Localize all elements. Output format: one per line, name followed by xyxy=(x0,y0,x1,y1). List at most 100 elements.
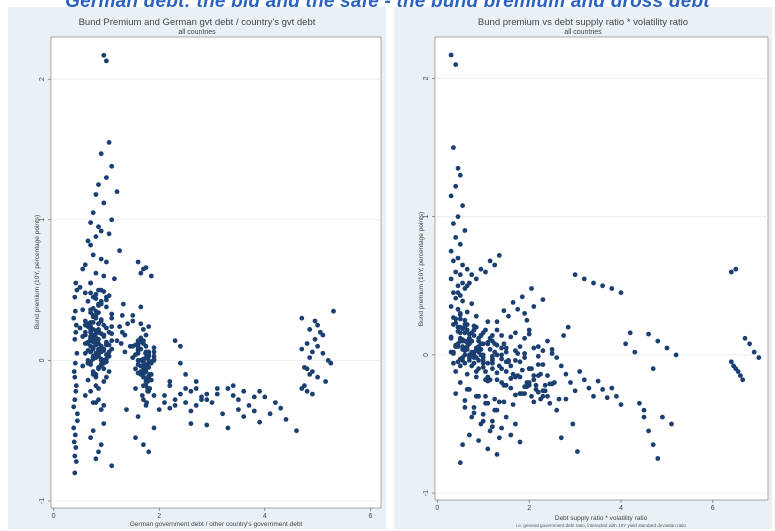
scatter-point xyxy=(540,362,546,367)
scatter-point xyxy=(257,388,262,394)
scatter-point xyxy=(462,398,468,403)
scatter-point xyxy=(93,383,99,389)
x-tick-label: 4 xyxy=(619,505,623,512)
scatter-point xyxy=(453,316,459,322)
scatter-point xyxy=(563,371,569,377)
scatter-point xyxy=(73,280,79,286)
scatter-point xyxy=(142,369,147,374)
scatter-point xyxy=(563,396,569,402)
scatter-point xyxy=(595,378,601,384)
scatter-point xyxy=(556,396,562,402)
scatter-point xyxy=(141,327,146,332)
scatter-point xyxy=(471,405,477,410)
scatter-point xyxy=(138,321,144,327)
scatter-point xyxy=(508,376,514,381)
scatter-point xyxy=(93,400,99,405)
scatter-point xyxy=(225,425,231,431)
scatter-point xyxy=(135,414,141,419)
scatter-point xyxy=(494,377,500,383)
scatter-point xyxy=(119,329,125,335)
scatter-point xyxy=(731,363,736,369)
scatter-point xyxy=(483,377,488,383)
scatter-point xyxy=(457,330,463,336)
scatter-point xyxy=(457,241,463,247)
scatter-point xyxy=(453,62,459,67)
x-axis-label: German government debt / other country's… xyxy=(130,521,303,528)
scatter-point xyxy=(448,52,454,58)
scatter-point xyxy=(85,339,91,345)
scatter-point xyxy=(141,397,146,403)
scatter-point xyxy=(451,322,456,327)
scatter-point xyxy=(490,353,495,359)
scatter-point xyxy=(494,407,500,413)
scatter-point xyxy=(106,140,112,145)
scatter-point xyxy=(183,372,189,377)
scatter-point xyxy=(464,266,470,272)
scatter-point xyxy=(74,287,80,293)
scatter-point xyxy=(109,217,115,223)
scatter-point xyxy=(609,385,615,391)
scatter-point xyxy=(85,298,91,304)
scatter-point xyxy=(320,350,326,356)
scatter-point xyxy=(542,382,548,388)
scatter-point xyxy=(637,400,642,406)
scatter-point xyxy=(230,393,236,398)
scatter-point xyxy=(88,220,93,226)
scatter-point xyxy=(519,294,525,300)
scatter-point xyxy=(72,453,78,459)
scatter-point xyxy=(457,380,463,385)
scatter-point xyxy=(529,393,534,399)
scatter-point xyxy=(199,397,204,403)
scatter-point xyxy=(72,294,78,300)
chart-subtitle: all countries xyxy=(178,29,216,36)
scatter-point xyxy=(747,341,752,347)
plot-area xyxy=(434,36,769,501)
scatter-point xyxy=(453,369,459,374)
scatter-point xyxy=(604,395,610,401)
scatter-point xyxy=(104,341,109,346)
scatter-point xyxy=(609,286,615,291)
scatter-point xyxy=(172,403,178,408)
scatter-point xyxy=(517,359,523,365)
scatter-point xyxy=(104,304,109,310)
scatter-point xyxy=(646,331,651,337)
scatter-point xyxy=(101,403,107,408)
scatter-point xyxy=(141,338,146,344)
scatter-point xyxy=(469,349,475,355)
scatter-point xyxy=(655,338,661,344)
scatter-point xyxy=(251,394,257,400)
scatter-point xyxy=(487,258,493,264)
y-tick-label: -1 xyxy=(39,498,46,504)
scatter-point xyxy=(492,349,498,355)
scatter-point xyxy=(549,347,555,352)
scatter-point xyxy=(230,383,236,389)
scatter-point xyxy=(464,309,470,315)
scatter-point xyxy=(471,355,477,360)
scatter-point xyxy=(453,391,459,396)
scatter-point xyxy=(531,373,537,378)
scatter-point xyxy=(104,58,109,64)
scatter-point xyxy=(88,388,93,394)
chart-panel-left: Bund Premium and German gvt debt / count… xyxy=(8,7,386,529)
scatter-point xyxy=(641,407,647,413)
scatter-point xyxy=(315,374,320,380)
scatter-point xyxy=(147,372,153,377)
scatter-point xyxy=(740,377,746,383)
scatter-point xyxy=(735,369,741,374)
scatter-point xyxy=(513,358,518,363)
scatter-point xyxy=(448,193,454,199)
axis-ticks: -1 0 1 2 0 2 4 6 xyxy=(39,77,372,520)
scatter-point xyxy=(251,408,257,414)
scatter-point xyxy=(469,301,475,307)
scatter-point xyxy=(71,439,77,445)
scatter-point xyxy=(513,348,518,354)
scatter-point xyxy=(460,280,465,286)
scatter-point xyxy=(214,386,220,391)
scatter-point xyxy=(531,345,537,351)
scatter-point xyxy=(524,317,530,323)
scatter-point xyxy=(90,428,96,434)
scatter-point xyxy=(451,145,456,151)
scatter-point xyxy=(751,349,757,355)
x-axis-label: Debt supply ratio * volatility ratio xyxy=(555,515,648,522)
scatter-point xyxy=(109,311,115,317)
